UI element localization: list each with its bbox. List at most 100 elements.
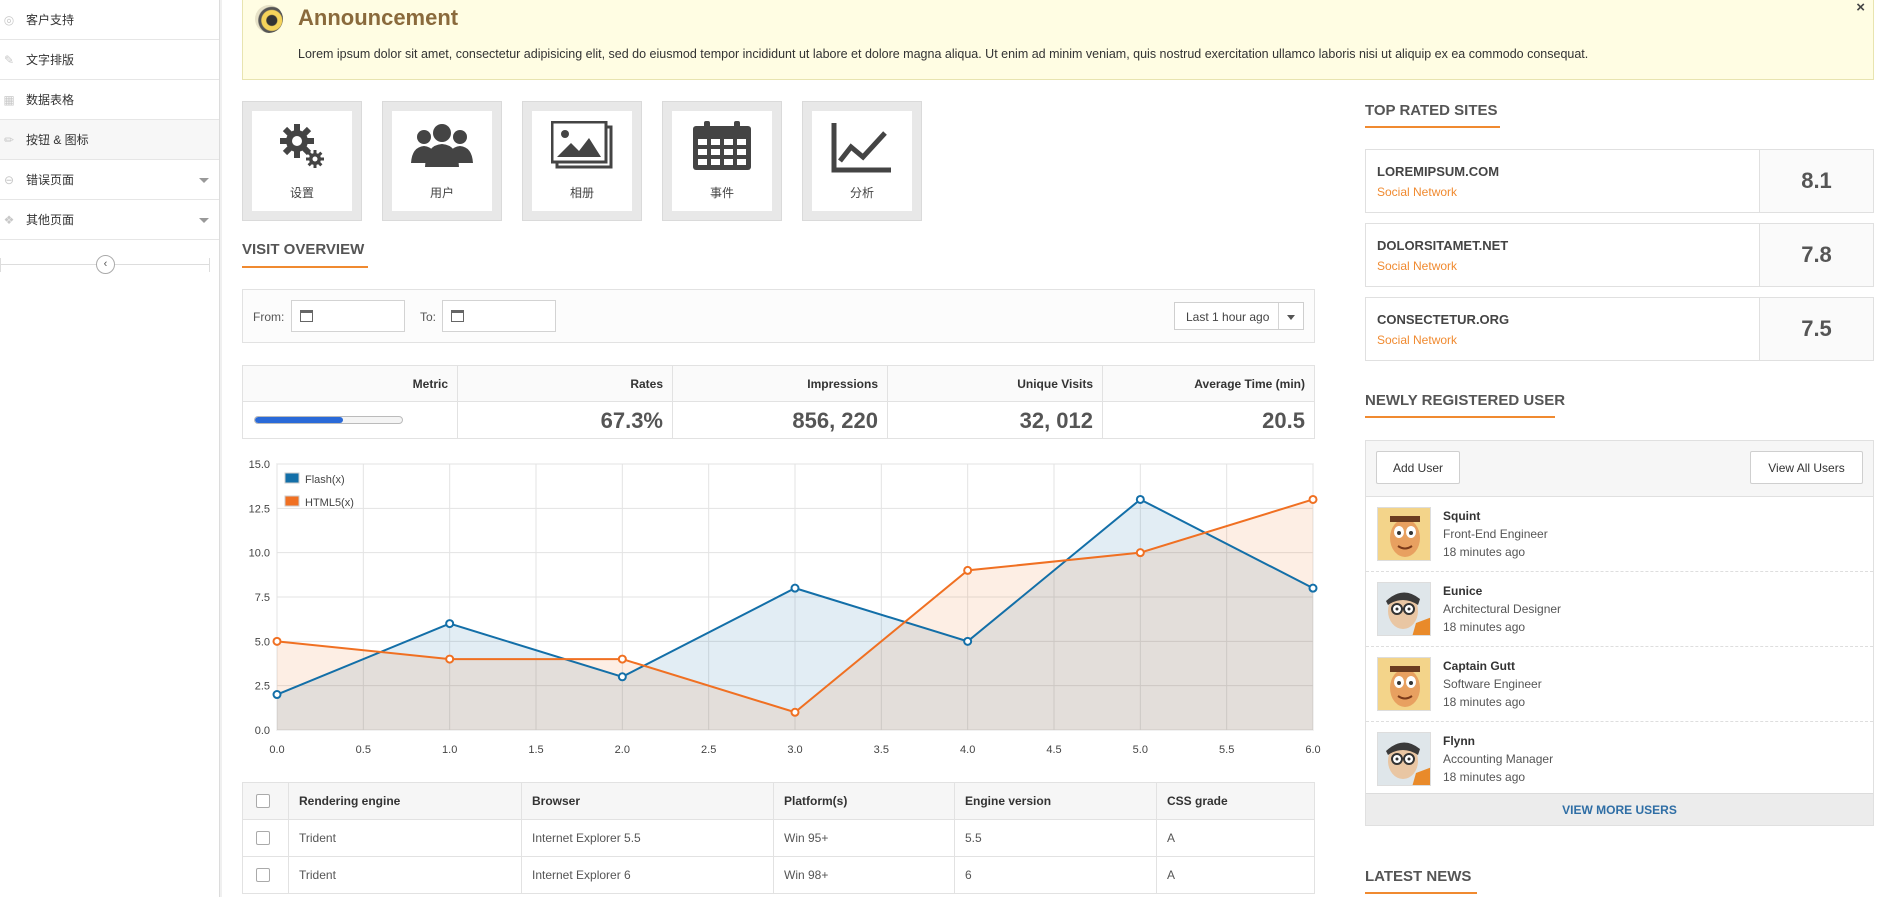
- collapse-sidebar-button[interactable]: ‹: [96, 255, 115, 274]
- y-tick-label: 12.5: [249, 503, 270, 515]
- y-tick-label: 5.0: [255, 636, 270, 648]
- column-header[interactable]: Browser: [521, 783, 580, 820]
- user-name: Eunice: [1443, 584, 1483, 598]
- sidebar-item[interactable]: ⊖ 错误页面: [0, 160, 219, 200]
- y-tick-label: 15.0: [249, 459, 270, 471]
- sidebar-item[interactable]: ✏ 按钮 & 图标: [0, 120, 219, 160]
- y-tick-label: 2.5: [255, 681, 270, 693]
- x-tick-label: 0.0: [269, 744, 284, 756]
- data-point: [1308, 494, 1318, 504]
- column-header[interactable]: CSS grade: [1156, 783, 1228, 820]
- scientist-avatar: [1377, 732, 1431, 786]
- user-item[interactable]: Flynn Accounting Manager 18 minutes ago: [1366, 722, 1873, 797]
- top-rated-title: TOP RATED SITES: [1365, 102, 1498, 119]
- add-user-button[interactable]: Add User: [1376, 451, 1460, 484]
- sidebar-item[interactable]: ✎ 文字排版: [0, 40, 219, 80]
- user-item[interactable]: Eunice Architectural Designer 18 minutes…: [1366, 572, 1873, 647]
- shortcut-analytics[interactable]: 分析: [802, 101, 922, 221]
- site-card[interactable]: CONSECTETUR.ORG Social Network 7.5: [1365, 297, 1874, 361]
- from-label: From:: [253, 310, 285, 324]
- shortcut-users[interactable]: 用户: [382, 101, 502, 221]
- x-tick-label: 5.5: [1219, 744, 1234, 756]
- x-tick-label: 0.5: [356, 744, 371, 756]
- x-tick-label: 3.5: [874, 744, 889, 756]
- site-name: DOLORSITAMET.NET: [1377, 238, 1509, 253]
- table-cell: 5.5: [954, 820, 982, 857]
- site-name: CONSECTETUR.ORG: [1377, 312, 1510, 327]
- row-checkbox[interactable]: [256, 868, 270, 882]
- select-all-checkbox[interactable]: [256, 794, 270, 808]
- table-cell: Win 95+: [773, 820, 828, 857]
- calendar-icon: [300, 310, 313, 322]
- table-row: Trident Internet Explorer 5.5 Win 95+ 5.…: [243, 820, 1314, 857]
- new-users-underline: [1365, 416, 1555, 418]
- x-tick-label: 2.0: [615, 744, 630, 756]
- y-tick-label: 0.0: [255, 725, 270, 737]
- kid-avatar: [1377, 657, 1431, 711]
- data-point: [617, 672, 627, 682]
- rates-column: Rates 67.3%: [457, 366, 672, 438]
- table-cell: 6: [954, 857, 972, 894]
- chevron-down-icon: [1287, 315, 1295, 320]
- shortcut-settings[interactable]: 设置: [242, 101, 362, 221]
- sidebar-item-label: 错误页面: [26, 173, 75, 187]
- column-header[interactable]: Engine version: [954, 783, 1051, 820]
- x-tick-label: 4.0: [960, 744, 975, 756]
- chevron-down-icon: [199, 218, 209, 223]
- average-time-value: 20.5: [1262, 408, 1305, 433]
- data-point: [963, 565, 973, 575]
- table-cell: Trident: [288, 857, 336, 894]
- data-point: [790, 583, 800, 593]
- view-more-users-link[interactable]: VIEW MORE USERS: [1366, 793, 1873, 825]
- close-icon[interactable]: ×: [1856, 0, 1865, 16]
- site-category: Social Network: [1377, 333, 1458, 347]
- data-point: [790, 707, 800, 717]
- sidebar-item-label: 客户支持: [26, 13, 75, 27]
- shortcut-calendar[interactable]: 事件: [662, 101, 782, 221]
- site-card[interactable]: LOREMIPSUM.COM Social Network 8.1: [1365, 149, 1874, 213]
- data-point: [272, 690, 282, 700]
- shortcut-gallery[interactable]: 相册: [522, 101, 642, 221]
- column-header[interactable]: Platform(s): [773, 783, 847, 820]
- sidebar-item-label: 按钮 & 图标: [26, 133, 89, 147]
- x-tick-label: 3.0: [787, 744, 802, 756]
- sidebar-item[interactable]: ▦ 数据表格: [0, 80, 219, 120]
- x-tick-label: 1.0: [442, 744, 457, 756]
- visit-chart: 0.0 0.5 1.0 1.5 2.0 2.5 3.0 3.5 4.0 4.5 5.0 5.5 6.0 0…: [249, 459, 1321, 756]
- sidebar-item-label: 其他页面: [26, 213, 75, 227]
- time-range-select[interactable]: Last 1 hour ago: [1174, 302, 1304, 330]
- sidebar-item-label: 数据表格: [26, 93, 75, 107]
- pencil-icon: ✏: [3, 133, 15, 147]
- speaker-icon: [255, 5, 283, 33]
- sidebar-item[interactable]: ◎ 客户支持: [0, 0, 219, 40]
- metrics-table: Metric Rates 67.3% Impressions 856, 220 …: [242, 365, 1315, 439]
- table-cell: Internet Explorer 5.5: [521, 820, 641, 857]
- data-point: [1308, 583, 1318, 593]
- time-range-value: Last 1 hour ago: [1186, 310, 1270, 324]
- user-item[interactable]: Squint Front-End Engineer 18 minutes ago: [1366, 497, 1873, 572]
- sidebar-item[interactable]: ❖ 其他页面: [0, 200, 219, 240]
- view-all-users-button[interactable]: View All Users: [1750, 451, 1863, 484]
- from-date-input[interactable]: [291, 300, 405, 332]
- shortcut-label: 分析: [849, 186, 874, 200]
- site-card[interactable]: DOLORSITAMET.NET Social Network 7.8: [1365, 223, 1874, 287]
- site-score: 8.1: [1801, 168, 1832, 193]
- user-item[interactable]: Captain Gutt Software Engineer 18 minute…: [1366, 647, 1873, 722]
- rates-header: Rates: [630, 377, 663, 391]
- site-name: LOREMIPSUM.COM: [1377, 164, 1500, 179]
- metric-header: Metric: [412, 377, 448, 391]
- visit-overview-underline: [242, 266, 368, 268]
- impressions-column: Impressions 856, 220: [672, 366, 887, 438]
- user-role: Architectural Designer: [1443, 602, 1562, 616]
- column-header[interactable]: Rendering engine: [288, 783, 400, 820]
- to-date-input[interactable]: [442, 300, 556, 332]
- data-point: [445, 619, 455, 629]
- sidebar-divider: [220, 0, 222, 897]
- data-point: [963, 636, 973, 646]
- user-name: Flynn: [1443, 734, 1475, 748]
- row-checkbox[interactable]: [256, 831, 270, 845]
- scientist-avatar: [1377, 582, 1431, 636]
- pages-icon: ❖: [3, 213, 15, 227]
- y-tick-label: 7.5: [255, 592, 270, 604]
- chevron-down-icon: [199, 178, 209, 183]
